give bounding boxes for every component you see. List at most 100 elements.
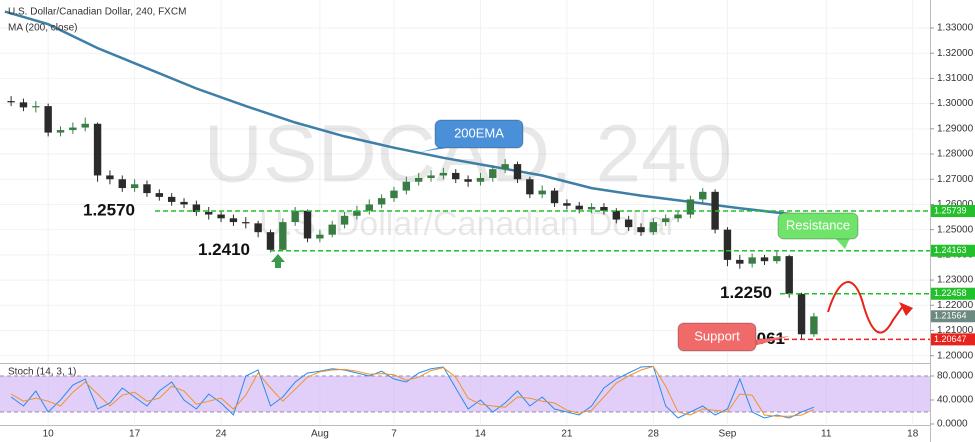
candle-body xyxy=(93,123,102,176)
candle-body xyxy=(118,179,126,189)
level-label: 1.2250 xyxy=(720,283,772,302)
level-badge-text: 1.22458 xyxy=(934,288,967,298)
ma-legend: MA (200, close) xyxy=(8,23,77,34)
callout-box xyxy=(677,322,757,352)
candle-body xyxy=(563,203,571,206)
y-tick-label: 1.20000 xyxy=(937,350,974,361)
chart-title: U.S. Dollar/Canadian Dollar, 240, FXCM xyxy=(8,7,186,18)
x-tick-label: Sep xyxy=(719,429,737,440)
candle-body xyxy=(69,127,77,131)
candle-body xyxy=(44,106,52,133)
candle-body xyxy=(365,204,373,211)
candle-body xyxy=(229,218,238,223)
candle-body xyxy=(56,130,65,133)
stoch-title: Stoch (14, 3, 1) xyxy=(8,367,76,378)
candle-body xyxy=(624,219,633,228)
callout-text: Support xyxy=(694,328,740,343)
candle-body xyxy=(19,102,28,108)
y-tick-label: 1.31000 xyxy=(937,73,974,84)
candle-body xyxy=(501,164,509,170)
y-tick-label: 1.25000 xyxy=(937,224,974,235)
candle-body xyxy=(773,256,781,262)
candle-body xyxy=(316,234,324,239)
candle-body xyxy=(661,218,670,223)
candle-body xyxy=(637,227,645,233)
candle-body xyxy=(180,201,188,205)
y-tick-label: 40.0000 xyxy=(937,395,974,406)
up-arrow xyxy=(271,254,285,268)
y-tick-label: 1.22000 xyxy=(937,300,974,311)
plot xyxy=(0,10,930,419)
candle-body xyxy=(32,106,40,108)
candle-body xyxy=(649,222,658,233)
candle-body xyxy=(279,222,287,250)
last-price-badge xyxy=(931,310,975,323)
candle-body xyxy=(736,259,744,264)
x-tick-label: 14 xyxy=(475,429,487,440)
candle-body xyxy=(489,169,497,178)
candle-body xyxy=(785,256,793,294)
level-badge xyxy=(931,244,975,257)
candle-body xyxy=(526,179,534,195)
callout-text: Resistance xyxy=(786,217,850,232)
candle-body xyxy=(686,199,695,215)
level-badge-text: 1.25739 xyxy=(934,205,967,215)
x-tick-label: 28 xyxy=(648,429,660,440)
callout-text: 200EMA xyxy=(454,125,504,140)
candle-body xyxy=(476,177,485,182)
candle-body xyxy=(748,257,756,264)
candle-body xyxy=(303,210,312,239)
y-tick-label: 1.32000 xyxy=(937,48,974,59)
x-tick-label: 21 xyxy=(561,429,573,440)
x-tick-label: 17 xyxy=(129,429,141,440)
candle-body xyxy=(587,206,596,210)
candle-body xyxy=(254,223,262,233)
candle-body xyxy=(575,205,583,210)
level-badge xyxy=(931,287,975,300)
level-badge-text: 1.20647 xyxy=(934,334,967,344)
candle-body xyxy=(106,175,114,180)
candle-body xyxy=(155,193,164,197)
candle-body xyxy=(167,196,176,202)
candle-body xyxy=(550,190,559,204)
callout-tail xyxy=(835,238,850,249)
candle-body xyxy=(340,215,349,225)
candle-body xyxy=(699,191,707,200)
candle-body xyxy=(760,257,769,262)
candle-body xyxy=(242,222,250,224)
candle-body xyxy=(328,224,336,235)
y-tick-label: 80.0000 xyxy=(937,371,974,382)
y-tick-label: 1.26000 xyxy=(937,199,974,210)
x-tick-label: 11 xyxy=(821,429,832,440)
y-tick-label: 1.27000 xyxy=(937,174,974,185)
x-tick-label: Aug xyxy=(311,429,329,440)
candle-body xyxy=(427,175,435,178)
candle-body xyxy=(452,172,460,180)
candle-body xyxy=(390,190,398,199)
level-label: 1.2410 xyxy=(198,240,250,259)
candle-body xyxy=(723,229,732,260)
candle-body xyxy=(600,206,608,211)
projection-arrowhead xyxy=(899,302,913,316)
y-tick-label: 1.21000 xyxy=(937,325,974,336)
candle-body xyxy=(291,210,299,223)
callout-tail xyxy=(754,336,790,346)
y-tick-label: 1.29000 xyxy=(937,123,974,134)
y-tick-label: 0.0000 xyxy=(937,419,968,430)
x-tick-label: 24 xyxy=(216,429,228,440)
candle-body xyxy=(7,101,15,103)
stoch-line xyxy=(10,365,815,419)
stoch-band xyxy=(0,376,930,412)
candle-body xyxy=(810,316,818,335)
candle-body xyxy=(674,214,682,219)
candle-body xyxy=(797,293,806,335)
candle-body xyxy=(266,232,275,250)
grid xyxy=(0,0,930,424)
level-badge xyxy=(931,205,975,218)
callout-box xyxy=(777,212,859,240)
candle-body xyxy=(513,164,522,180)
candle-body xyxy=(464,179,472,182)
candle-body xyxy=(217,214,225,219)
candle-body xyxy=(81,123,89,128)
